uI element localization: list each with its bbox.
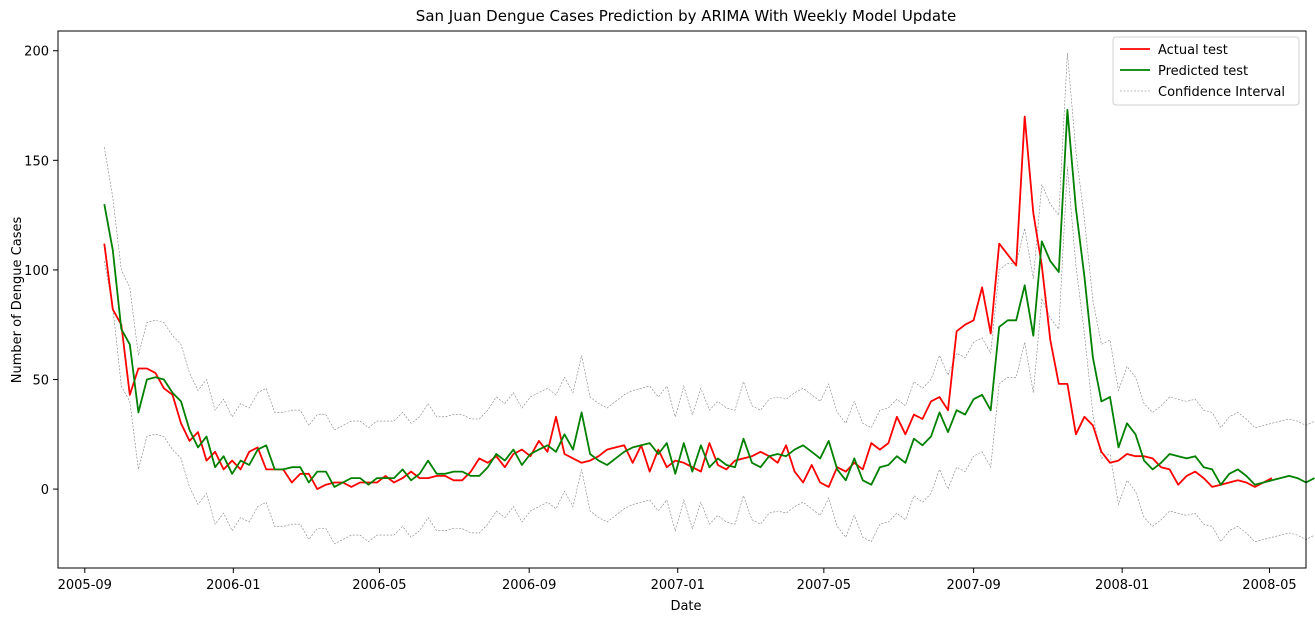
plot-frame: [57, 30, 1307, 569]
y-axis: 0 50 100 150 200: [24, 45, 58, 498]
predicted-test-line: [103, 109, 1315, 488]
y-tick-label: 0: [41, 483, 49, 498]
x-tick-label: 2006-05: [352, 578, 406, 593]
x-tick-label: 2006-09: [502, 578, 556, 593]
x-axis: 2005-09 2006-01 2006-05 2006-09 2007-01 2007-…: [58, 568, 1297, 593]
legend-box: [1112, 36, 1300, 106]
x-tick-label: 2007-01: [651, 578, 705, 593]
legend-label-actual: Actual test: [1158, 43, 1228, 58]
x-tick-label: 2006-01: [206, 578, 260, 593]
x-tick-label: 2008-05: [1242, 578, 1296, 593]
chart-title: San Juan Dengue Cases Prediction by ARIM…: [416, 7, 956, 25]
y-tick-label: 100: [24, 264, 49, 279]
confidence-lower-line: [104, 166, 1315, 545]
y-tick-label: 50: [32, 374, 49, 389]
x-tick-label: 2007-09: [946, 578, 1000, 593]
actual-test-line: [103, 115, 1273, 491]
legend: Actual test Predicted test Confidence In…: [1112, 36, 1300, 106]
plot-area: [103, 52, 1315, 545]
x-tick-label: 2005-09: [58, 578, 112, 593]
legend-label-predicted: Predicted test: [1158, 64, 1248, 79]
x-tick-label: 2008-01: [1095, 578, 1149, 593]
confidence-upper-line: [104, 52, 1315, 431]
x-axis-label: Date: [670, 599, 701, 614]
legend-label-confidence: Confidence Interval: [1158, 85, 1285, 100]
y-tick-label: 150: [24, 154, 49, 169]
x-tick-label: 2007-05: [797, 578, 851, 593]
y-tick-label: 200: [24, 45, 49, 60]
y-axis-label: Number of Dengue Cases: [10, 217, 25, 384]
